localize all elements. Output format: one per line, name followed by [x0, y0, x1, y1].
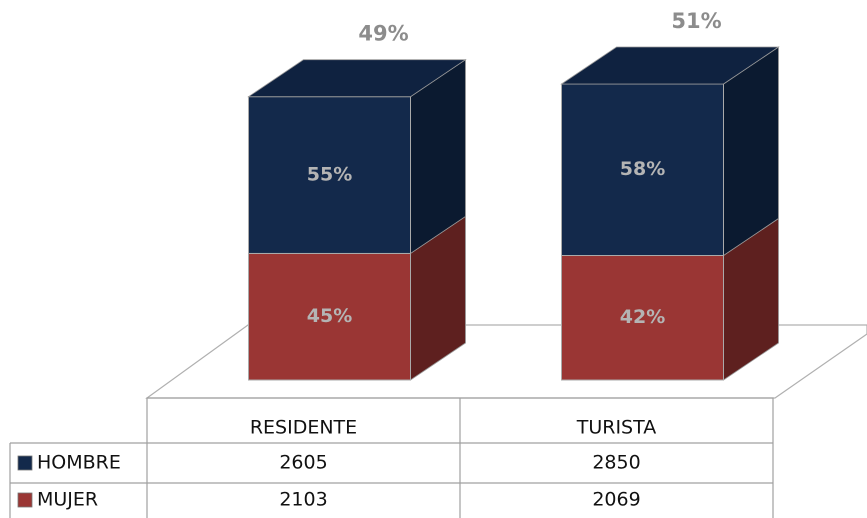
bar	[561, 83, 724, 256]
legend-swatch	[17, 455, 33, 471]
column-header: TURISTA	[576, 417, 657, 439]
legend-label: MUJER	[37, 489, 98, 511]
segment-label: 58%	[620, 158, 665, 180]
table-value: 2605	[279, 452, 327, 474]
bar-top	[247, 59, 467, 98]
table-value: 2069	[592, 489, 640, 511]
legend-swatch	[17, 492, 33, 508]
bar	[248, 96, 411, 254]
segment-label: 42%	[620, 306, 665, 328]
segment-label: 45%	[307, 305, 352, 327]
total-label: 51%	[671, 9, 721, 33]
legend-label: HOMBRE	[37, 452, 121, 474]
segment-label: 55%	[307, 164, 352, 186]
total-label: 49%	[358, 22, 408, 46]
bar-top	[560, 46, 780, 85]
data-table	[9, 397, 774, 518]
table-value: 2850	[592, 452, 640, 474]
table-value: 2103	[279, 489, 327, 511]
column-header: RESIDENTE	[250, 417, 357, 439]
